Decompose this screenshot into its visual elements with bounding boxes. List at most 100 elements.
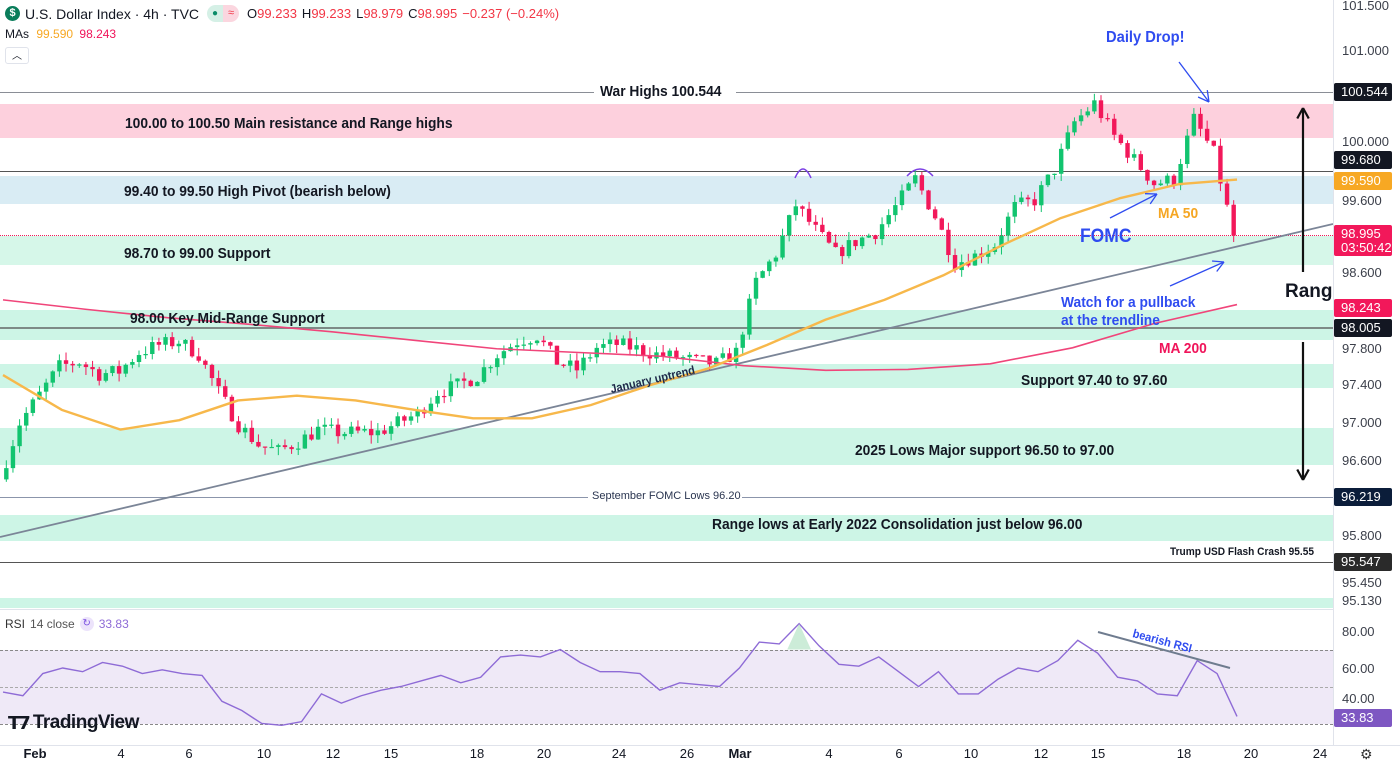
- candle-up: [1078, 115, 1084, 122]
- chart-settings-gear-icon[interactable]: ⚙: [1360, 746, 1373, 762]
- candle-up: [302, 434, 308, 449]
- candle-down: [561, 364, 566, 366]
- daily-drop-arrow-head: [1206, 90, 1210, 103]
- time-tick: 6: [895, 746, 903, 761]
- price-axis[interactable]: [1333, 0, 1400, 767]
- candle-up: [130, 362, 135, 365]
- candle-up: [475, 381, 480, 387]
- candle-down: [369, 429, 374, 436]
- candle-up: [176, 343, 182, 347]
- candle-up: [986, 251, 991, 257]
- watch-arrow: [1169, 261, 1225, 287]
- candle-down: [800, 206, 805, 209]
- ma50-value: 99.590: [36, 27, 74, 41]
- double-top-arc: [794, 168, 812, 179]
- last-price: 98.995: [1341, 226, 1381, 241]
- candle-down: [461, 378, 467, 381]
- candle-down: [826, 231, 832, 243]
- candle-down: [1198, 113, 1203, 129]
- candle-up: [1019, 197, 1024, 202]
- candle-down: [541, 340, 546, 343]
- last-price-line: [0, 235, 1333, 236]
- ma200-value: 98.243: [79, 27, 117, 41]
- bottom-zone: [0, 598, 1333, 608]
- candle-up: [388, 426, 394, 434]
- candle-up: [123, 364, 128, 374]
- candle-up: [408, 416, 414, 421]
- candle-down: [1171, 175, 1177, 186]
- candle-up: [1058, 148, 1064, 174]
- delayed-icon: ≈: [223, 5, 240, 22]
- time-tick: 12: [1033, 746, 1049, 761]
- close-value: 98.995: [417, 6, 458, 21]
- price-tick: 98.600: [1342, 265, 1382, 280]
- symbol-title[interactable]: U.S. Dollar Index · 4h · TVC: [25, 5, 200, 22]
- candle-up: [601, 344, 606, 348]
- candle-up: [760, 271, 765, 278]
- rsi-label: RSI: [5, 617, 26, 631]
- ma200-label: MA 200: [1159, 340, 1207, 357]
- war-highs-label: War Highs 100.544: [600, 83, 722, 100]
- bar-countdown: 03:50:42: [1341, 240, 1392, 255]
- price-tick: 97.000: [1342, 415, 1382, 430]
- candle-up: [342, 433, 347, 437]
- candle-down: [873, 235, 878, 240]
- candle-up: [780, 235, 785, 258]
- candle-up: [448, 381, 454, 397]
- market-status-badge[interactable]: ● ≈: [207, 5, 240, 22]
- candle-down: [309, 434, 314, 440]
- candle-up: [1185, 135, 1190, 165]
- rsi-legend[interactable]: RSI 14 close ↻ 33.83: [5, 617, 129, 631]
- time-tick: 10: [256, 746, 272, 761]
- candle-down: [196, 356, 201, 361]
- candle-up: [296, 448, 301, 450]
- candle-down: [919, 175, 925, 191]
- range-label: Rang: [1285, 281, 1333, 302]
- candle-up: [435, 395, 440, 404]
- high-pivot-zone: [0, 176, 1333, 204]
- candle-down: [116, 366, 122, 374]
- collapse-legend-button[interactable]: ︿: [5, 47, 29, 64]
- ma-legend[interactable]: MAs 99.590 98.243: [5, 27, 116, 41]
- candle-up: [1072, 121, 1077, 133]
- price-tick: 97.400: [1342, 377, 1382, 392]
- candle-down: [229, 396, 235, 422]
- rsi-overbought-fill: [787, 623, 812, 650]
- price-tick: 101.000: [1342, 43, 1389, 58]
- time-axis[interactable]: [0, 745, 1400, 767]
- candle-down: [647, 355, 653, 359]
- candle-up: [1005, 216, 1011, 236]
- candle-up: [349, 426, 354, 434]
- candle-down: [355, 426, 361, 431]
- candle-up: [322, 424, 327, 427]
- price-chart[interactable]: [0, 0, 1333, 745]
- high-value: 99.233: [311, 6, 352, 21]
- ma200-tag: 98.243: [1334, 299, 1392, 317]
- daily-drop-arrow-head: [1197, 96, 1210, 103]
- candle-up: [395, 416, 400, 427]
- candle-up: [1131, 154, 1137, 158]
- candle-down: [1231, 204, 1236, 236]
- candle-up: [24, 412, 29, 426]
- candle-down: [1145, 169, 1150, 181]
- candle-up: [488, 367, 493, 369]
- range-lows-zone: [0, 515, 1333, 541]
- last-price-tag: 98.995 03:50:42: [1334, 225, 1392, 256]
- candle-up: [103, 373, 109, 381]
- candle-down: [813, 221, 818, 225]
- candle-down: [90, 367, 95, 370]
- candle-down: [548, 342, 553, 346]
- rsi-30-line: [0, 724, 1333, 725]
- rsi-loading-icon: ↻: [79, 617, 94, 631]
- candle-up: [680, 357, 686, 359]
- mid-range-zone: [0, 310, 1333, 340]
- candle-up: [528, 343, 533, 345]
- time-tick: 4: [117, 746, 125, 761]
- pane-divider[interactable]: [0, 609, 1400, 610]
- time-tick: 15: [383, 746, 399, 761]
- candle-up: [893, 205, 898, 216]
- tradingview-logo[interactable]: 𝗧𝟳 TradingView: [8, 712, 139, 734]
- tradingview-logo-icon: 𝗧𝟳: [8, 712, 31, 733]
- rsi-value-tag: 33.83: [1334, 709, 1392, 727]
- candle-down: [641, 345, 646, 356]
